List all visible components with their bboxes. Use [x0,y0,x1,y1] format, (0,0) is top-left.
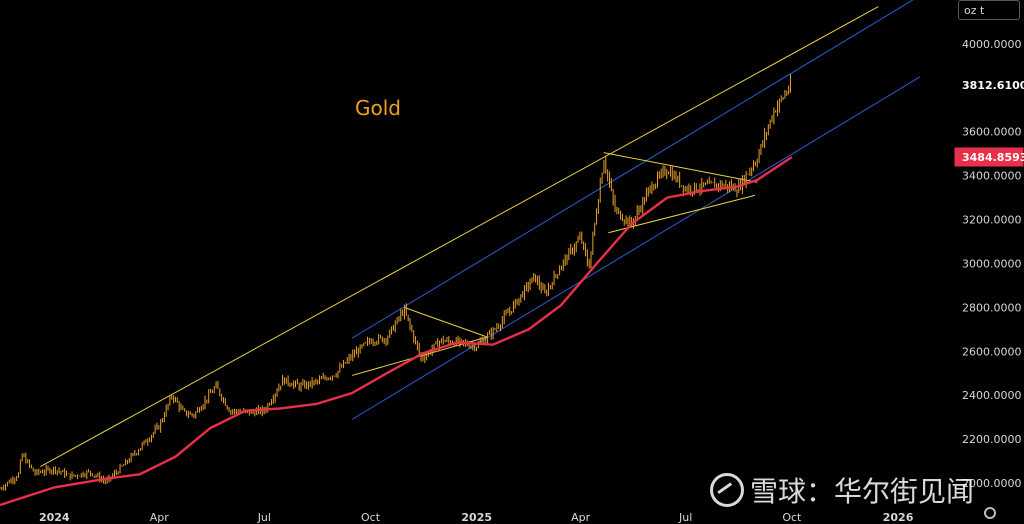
watermark-source: 华尔街见闻 [834,475,975,508]
price-badges: 3812.6100 3484.8593 [954,75,1024,167]
x-tick-label: 2024 [39,511,70,524]
x-tick-label: Jul [257,511,271,524]
y-tick-label: 4000.0000 [962,38,1022,51]
channel-lower-line [351,76,921,420]
y-tick-label: 2200.0000 [962,433,1022,446]
moving-average-line [0,155,793,507]
triangle-2025-lower-line [608,194,756,234]
watermark-brand: 雪球 [750,475,807,508]
x-tick-label: Oct [361,511,381,524]
current-price-label: 3812.6100 [962,79,1024,92]
x-tick-label: Oct [782,511,802,524]
y-tick-label: 2600.0000 [962,345,1022,358]
candle-layer [0,74,791,491]
current-price-badge [954,75,1024,95]
triangle-2025-upper-line [603,152,758,183]
channel-upper-line [40,6,879,468]
x-tick-label: 2025 [461,511,492,524]
y-tick-label: 2400.0000 [962,389,1022,402]
y-tick-label: 3000.0000 [962,257,1022,270]
y-tick-label: 2000.0000 [962,477,1022,490]
unit-label: oz t [964,4,985,17]
y-tick-label: 3400.0000 [962,170,1022,183]
y-tick-label: 2800.0000 [962,301,1022,314]
unit-selector[interactable]: oz t [958,0,1020,20]
ma-price-label: 3484.8593 [962,151,1024,164]
triangle-2024-upper-line [403,306,488,338]
x-tick-label: Apr [150,511,170,524]
x-tick-label: Apr [571,511,591,524]
gear-icon[interactable] [984,507,996,519]
ma-price-badge [954,147,1024,167]
snowball-logo-icon [710,473,744,507]
y-tick-label: 3600.0000 [962,126,1022,139]
y-axis: 4000.0000 3600.0000 3400.0000 3200.0000 3000… [962,38,1022,490]
drawing-layer [40,0,921,468]
watermark-separator: ： [806,475,835,508]
y-tick-label: 3200.0000 [962,214,1022,227]
watermark: 雪球 ： 华尔街见闻 [710,470,974,510]
x-axis: 2024 Apr Jul Oct 2025 Apr Jul Oct 2026 [39,511,914,524]
channel-mid-line [351,0,914,339]
moving-average-layer [0,155,793,507]
chart-title: Gold [355,96,401,120]
x-tick-label: 2026 [883,511,914,524]
x-tick-label: Jul [678,511,692,524]
